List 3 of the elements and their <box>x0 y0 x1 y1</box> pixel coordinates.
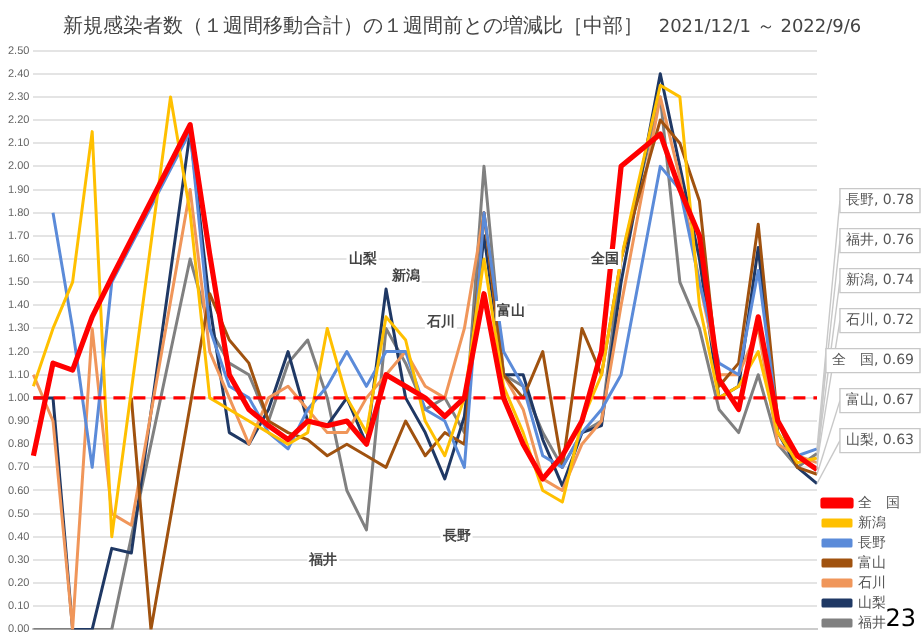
chart-title: 新規感染者数（１週間移動合計）の１週間前との増減比［中部］ <box>62 13 643 40</box>
text: 23 <box>885 604 916 632</box>
chart-subtitle: 2021/12/1 ～ 2022/9/6 <box>658 16 862 40</box>
